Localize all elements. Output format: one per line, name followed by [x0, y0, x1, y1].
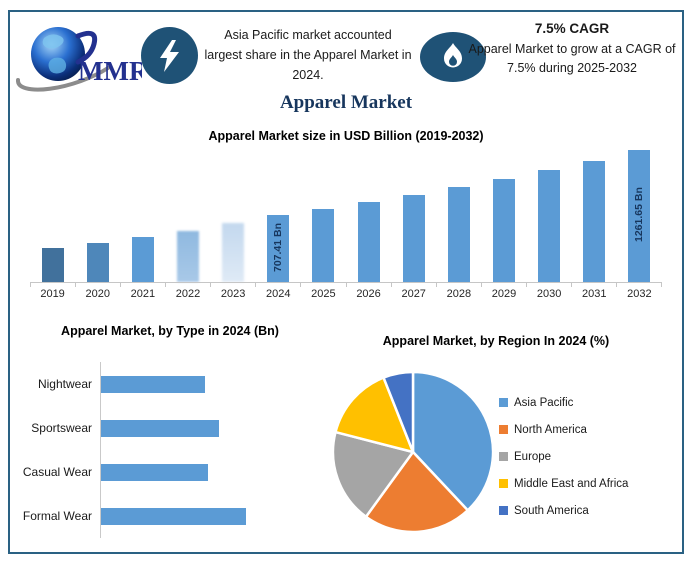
type-chart-title: Apparel Market, by Type in 2024 (Bn) [61, 324, 279, 338]
bar-2025 [312, 209, 335, 282]
axis-tick [211, 283, 257, 287]
year-label: 2025 [311, 288, 336, 300]
bar-2024: 707.41 Bn [267, 215, 290, 282]
year-label: 2031 [582, 288, 607, 300]
type-bars [100, 362, 316, 538]
cagr-text: Apparel Market to grow at a CAGR of 7.5%… [468, 42, 676, 75]
year-label: 2030 [536, 288, 562, 300]
axis-tick [121, 283, 167, 287]
type-label: Nightwear [37, 377, 92, 391]
legend-label: Europe [514, 450, 552, 463]
type-label: Casual Wear [22, 465, 92, 479]
type-label: Sportswear [31, 421, 92, 435]
bar-casual-wear [101, 463, 208, 481]
axis-tick [347, 283, 392, 287]
pie-slice-south-america [382, 370, 415, 454]
year-label: 2029 [491, 288, 517, 300]
year-label: 2020 [85, 288, 110, 300]
year-label: 2023 [220, 288, 246, 300]
bar-2019 [41, 248, 64, 282]
lightning-badge [141, 27, 198, 84]
highlight-note: Asia Pacific market accounted largest sh… [204, 28, 412, 82]
pie-slice-asia-pacific [411, 370, 495, 512]
legend-swatch [499, 452, 508, 461]
legend-item: Middle East and Africa [499, 470, 628, 497]
axis-tick [572, 283, 618, 287]
legend-swatch [499, 479, 508, 488]
annual-x-labels: 2019 2020 2021 2022 2023 2024 2025 2026 2027 2028… [30, 288, 662, 300]
outer-border [8, 10, 684, 554]
annual-x-axis [30, 282, 663, 287]
lightning-icon [159, 39, 179, 72]
axis-tick [617, 283, 663, 287]
axis-tick [76, 283, 122, 287]
year-label: 2032 [627, 288, 652, 300]
bar-value-label: 1261.65 Bn [633, 187, 646, 243]
bar-formal-wear [101, 507, 246, 525]
region-legend: Asia Pacific North America Europe Middle Ea… [499, 389, 628, 524]
axis-tick [392, 283, 437, 287]
type-bar-chart: Nightwear Sportswear Casual Wear Formal Wea… [16, 362, 316, 538]
axis-tick [256, 283, 302, 287]
bar-2023 [222, 223, 245, 282]
bar-2029 [492, 179, 515, 282]
pie-slice-europe [331, 430, 415, 518]
cagr-block: 7.5% CAGR Apparel Market to grow at a CA… [460, 21, 684, 78]
region-pie-chart [330, 369, 496, 535]
bar-2028 [447, 187, 470, 282]
cagr-title: 7.5% CAGR [534, 21, 610, 36]
type-label: Formal Wear [22, 509, 92, 523]
pie-slice-middle-east-and-africa [334, 376, 415, 454]
axis-tick [437, 283, 482, 287]
svg-text:MMR: MMR [78, 56, 142, 86]
bar-2021 [131, 237, 154, 282]
year-label: 2026 [356, 288, 381, 300]
year-label: 2021 [130, 288, 156, 300]
year-label: 2022 [175, 288, 201, 300]
bar-2030 [538, 170, 561, 282]
legend-item: South America [499, 497, 628, 524]
legend-item: Asia Pacific [499, 389, 628, 416]
bar-2020 [86, 243, 109, 282]
flame-icon [444, 43, 462, 68]
axis-tick [301, 283, 347, 287]
legend-swatch [499, 398, 508, 407]
region-chart-title: Apparel Market, by Region In 2024 (%) [382, 334, 610, 348]
bar-value-label: 707.41 Bn [272, 222, 285, 273]
legend-swatch [499, 425, 508, 434]
pie-slice-north-america [364, 450, 470, 534]
mmr-logo: MMR [12, 16, 149, 94]
annual-chart-title: Apparel Market size in USD Billion (2019… [208, 129, 484, 143]
page-title: Apparel Market [279, 92, 413, 113]
bar-2026 [357, 202, 380, 282]
bar-2027 [402, 195, 425, 282]
year-label: 2024 [266, 288, 291, 300]
flame-badge [420, 32, 486, 82]
year-label: 2019 [40, 288, 65, 300]
globe-icon: MMR [16, 27, 149, 92]
axis-tick [30, 283, 77, 287]
legend-label: North America [514, 423, 587, 436]
year-label: 2027 [401, 288, 426, 300]
legend-label: Asia Pacific [514, 396, 574, 409]
legend-item: Europe [499, 443, 628, 470]
axis-tick [166, 283, 212, 287]
type-category-labels: Nightwear Sportswear Casual Wear Formal Wea… [16, 362, 100, 538]
legend-label: South America [514, 504, 589, 517]
annual-bar-plot: 707.41 Bn 1261.65 Bn [30, 148, 662, 282]
bar-sportswear [101, 419, 219, 437]
bar-2031 [583, 161, 606, 282]
pie-icon [331, 370, 495, 534]
bar-2022 [176, 231, 199, 282]
legend-label: Middle East and Africa [514, 477, 629, 490]
year-label: 2028 [446, 288, 472, 300]
bar-nightwear [101, 375, 205, 393]
legend-swatch [499, 506, 508, 515]
legend-item: North America [499, 416, 628, 443]
bar-2032: 1261.65 Bn [628, 150, 651, 282]
axis-tick [527, 283, 572, 287]
axis-tick [482, 283, 527, 287]
